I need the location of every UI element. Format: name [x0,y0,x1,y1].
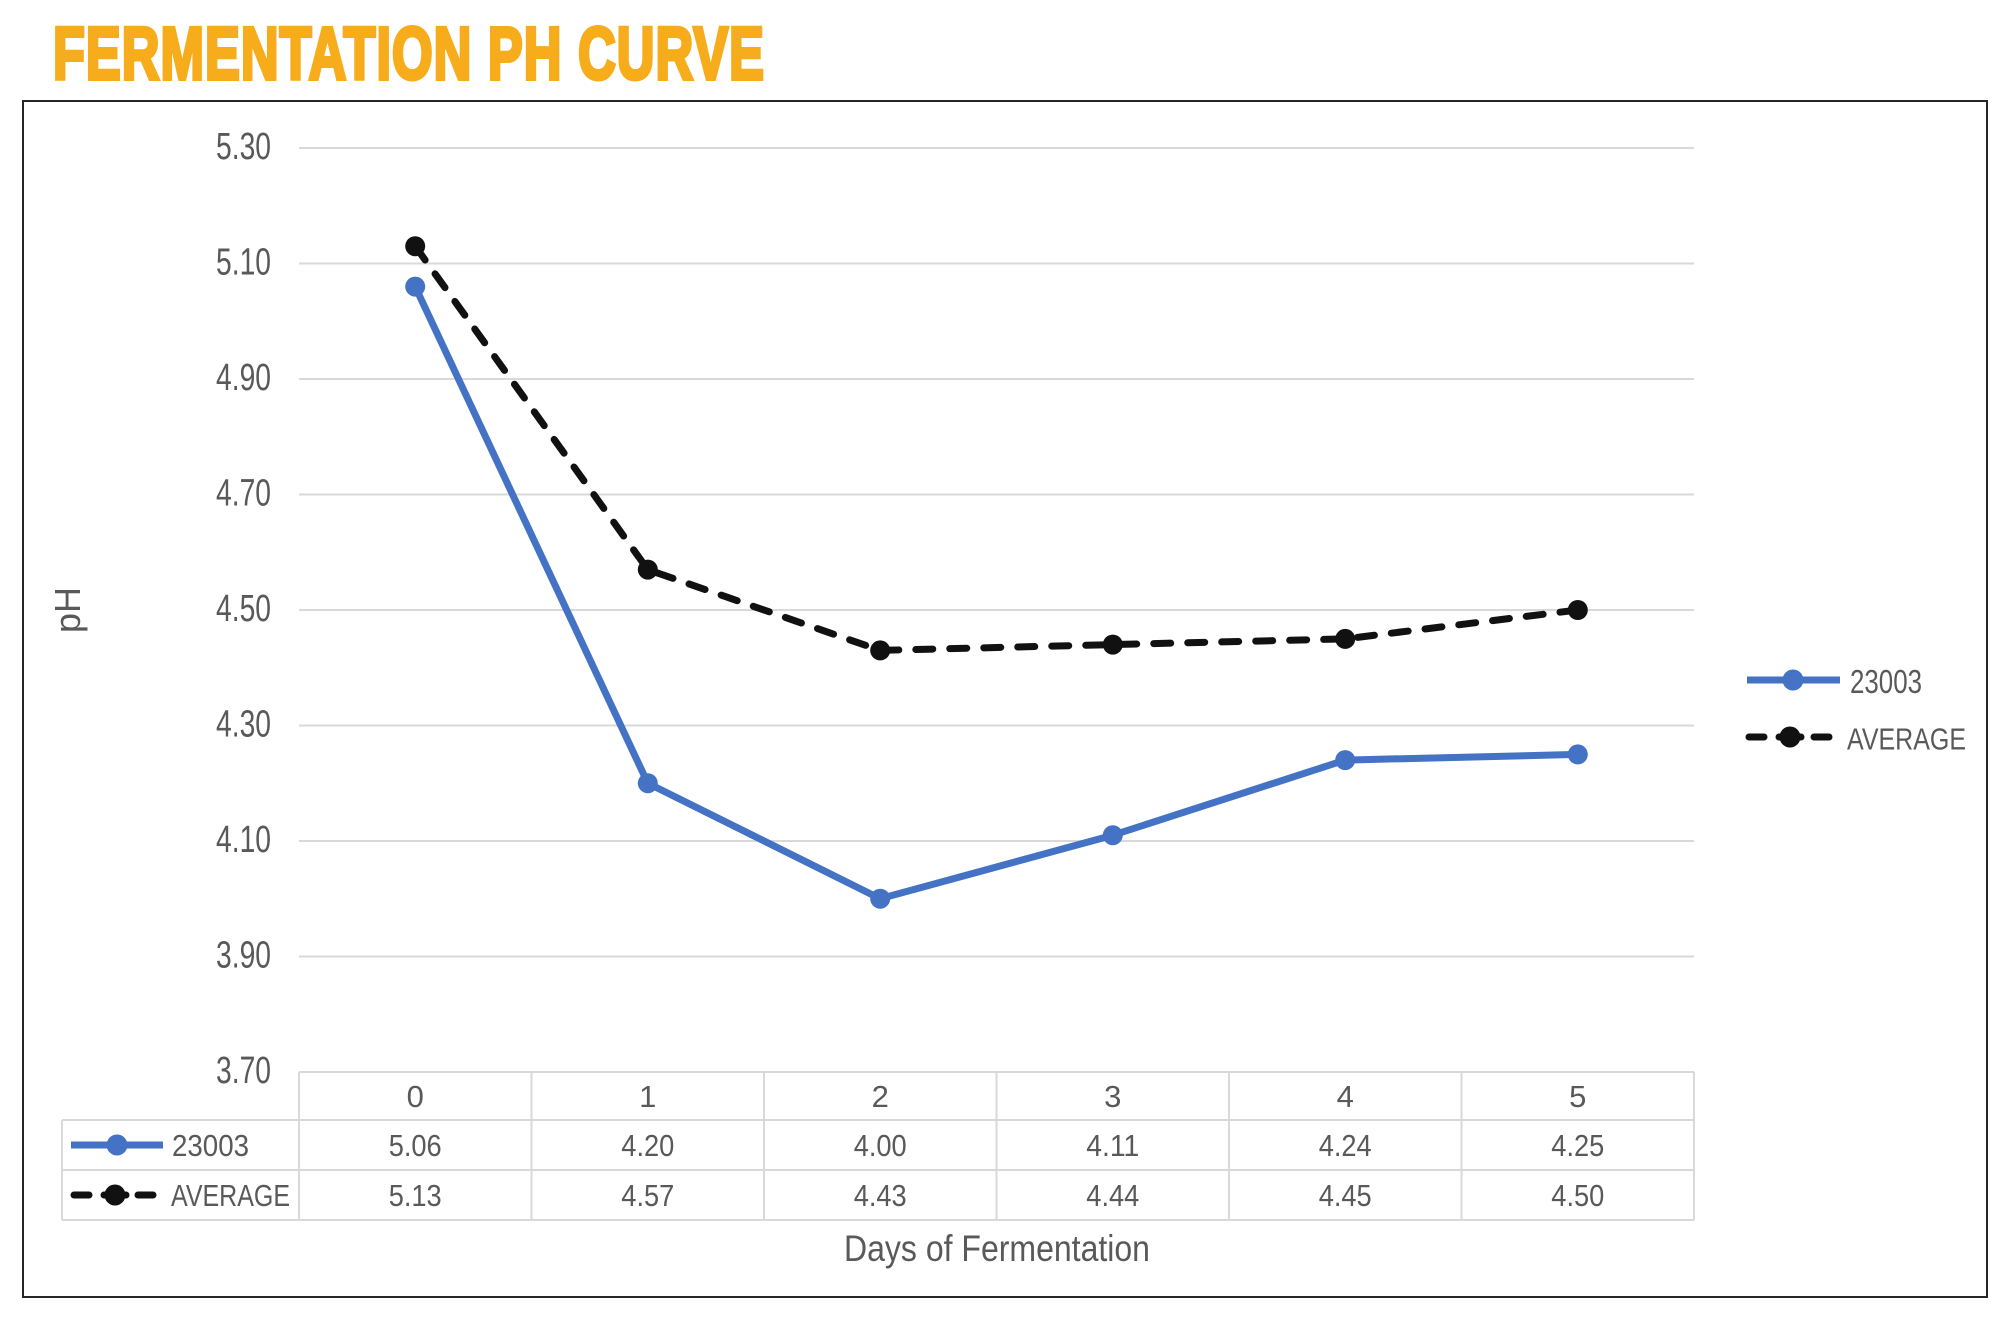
svg-text:5: 5 [1569,1079,1586,1114]
svg-text:4: 4 [1337,1079,1354,1114]
svg-text:3.90: 3.90 [216,935,271,977]
svg-text:4.10: 4.10 [216,819,271,861]
svg-text:4.70: 4.70 [216,473,271,515]
svg-text:23003: 23003 [1850,663,1922,700]
svg-text:4.00: 4.00 [854,1128,907,1163]
svg-text:Days of Fermentation: Days of Fermentation [844,1228,1150,1269]
svg-text:1: 1 [639,1079,656,1114]
svg-text:4.30: 4.30 [216,704,271,746]
svg-text:4.25: 4.25 [1551,1128,1604,1163]
svg-text:0: 0 [407,1079,424,1114]
svg-text:4.44: 4.44 [1086,1178,1139,1213]
svg-text:5.10: 5.10 [216,242,271,284]
svg-text:4.24: 4.24 [1319,1128,1372,1163]
svg-text:4.11: 4.11 [1086,1128,1139,1163]
svg-text:4.20: 4.20 [621,1128,674,1163]
svg-text:3: 3 [1104,1079,1121,1114]
svg-text:4.90: 4.90 [216,357,271,399]
svg-text:4.57: 4.57 [621,1178,674,1213]
svg-text:5.30: 5.30 [216,126,271,168]
svg-text:2: 2 [872,1079,889,1114]
svg-text:5.13: 5.13 [389,1178,442,1213]
svg-text:5.06: 5.06 [389,1128,442,1163]
svg-text:3.70: 3.70 [216,1050,271,1092]
svg-text:4.50: 4.50 [1551,1178,1604,1213]
svg-text:4.50: 4.50 [216,588,271,630]
svg-text:23003: 23003 [172,1128,249,1163]
svg-text:4.43: 4.43 [854,1178,907,1213]
svg-text:AVERAGE: AVERAGE [1847,722,1966,757]
svg-text:AVERAGE: AVERAGE [171,1178,290,1213]
svg-text:4.45: 4.45 [1319,1178,1372,1213]
svg-text:pH: pH [47,587,88,633]
